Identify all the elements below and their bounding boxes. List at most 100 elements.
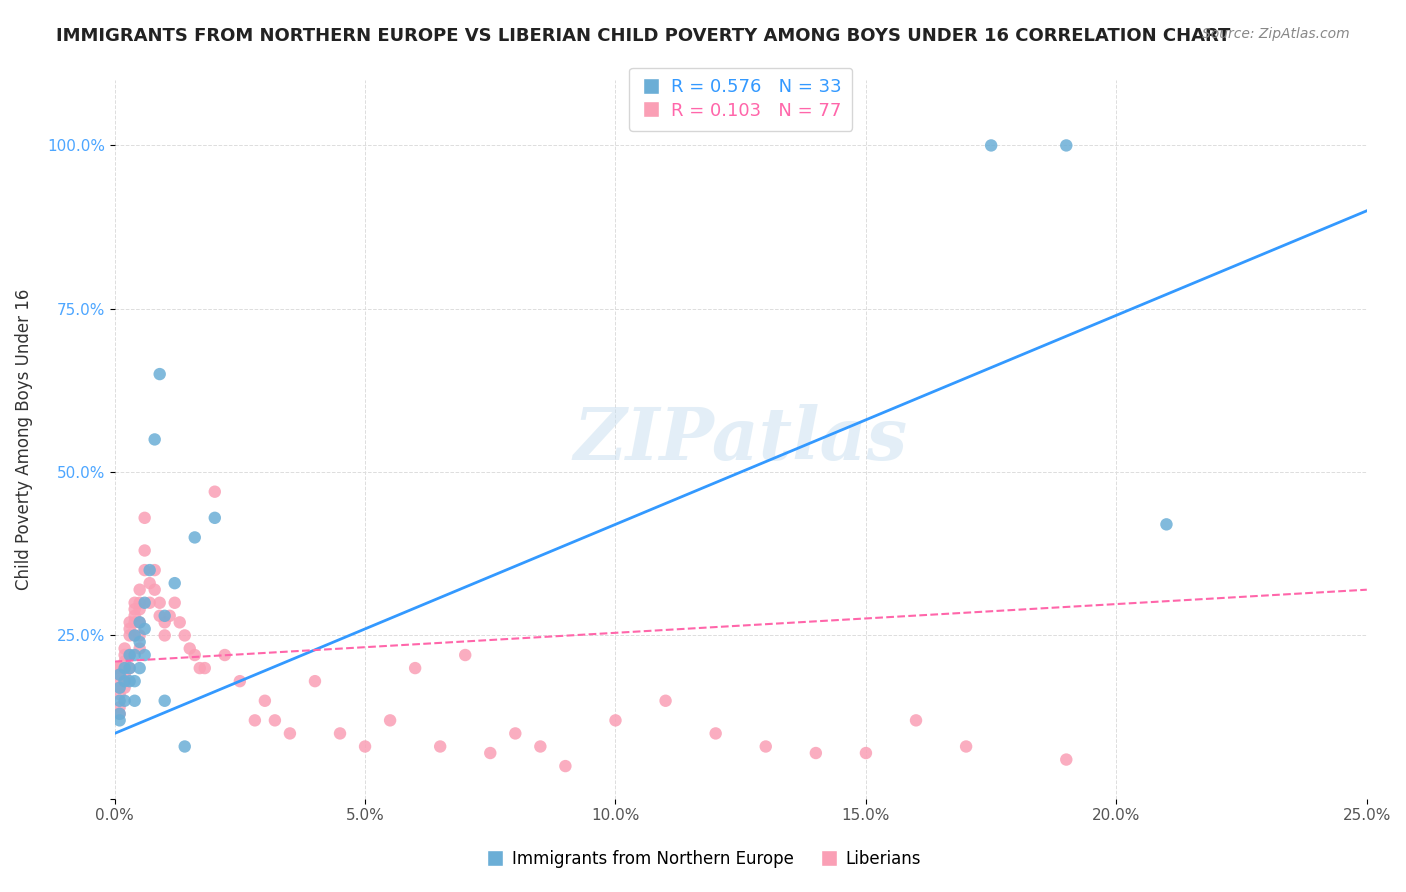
Point — [153, 628, 176, 642]
Point — [204, 484, 226, 499]
Point — [243, 714, 266, 728]
Point — [229, 674, 252, 689]
Point — [124, 628, 146, 642]
Point — [955, 739, 977, 754]
Text: IMMIGRANTS FROM NORTHERN EUROPE VS LIBERIAN CHILD POVERTY AMONG BOYS UNDER 16 CO: IMMIGRANTS FROM NORTHERN EUROPE VS LIBER… — [56, 27, 1230, 45]
Point — [114, 674, 136, 689]
Point — [128, 582, 150, 597]
Point — [118, 648, 141, 662]
Point — [114, 641, 136, 656]
Text: ZIPatlas: ZIPatlas — [574, 404, 908, 475]
Text: Source: ZipAtlas.com: Source: ZipAtlas.com — [1202, 27, 1350, 41]
Point — [214, 648, 236, 662]
Point — [278, 726, 301, 740]
Point — [163, 576, 186, 591]
Point — [108, 694, 131, 708]
Point — [118, 622, 141, 636]
Point — [905, 714, 928, 728]
Point — [124, 674, 146, 689]
Point — [153, 694, 176, 708]
Point — [1054, 138, 1077, 153]
Point — [855, 746, 877, 760]
Point — [108, 674, 131, 689]
Point — [378, 714, 401, 728]
Point — [134, 543, 156, 558]
Point — [114, 661, 136, 675]
Point — [108, 667, 131, 681]
Point — [184, 648, 207, 662]
Point — [108, 714, 131, 728]
Point — [304, 674, 326, 689]
Point — [118, 628, 141, 642]
Point — [124, 648, 146, 662]
Point — [124, 628, 146, 642]
Point — [264, 714, 287, 728]
Point — [479, 746, 502, 760]
Point — [804, 746, 827, 760]
Point — [118, 661, 141, 675]
Point — [134, 511, 156, 525]
Point — [124, 694, 146, 708]
Legend: R = 0.576   N = 33, R = 0.103   N = 77: R = 0.576 N = 33, R = 0.103 N = 77 — [630, 68, 852, 130]
Point — [114, 667, 136, 681]
Point — [163, 596, 186, 610]
Point — [505, 726, 527, 740]
Point — [153, 615, 176, 630]
Point — [124, 602, 146, 616]
Point — [134, 563, 156, 577]
Point — [704, 726, 727, 740]
Point — [654, 694, 676, 708]
Point — [980, 138, 1002, 153]
Point — [118, 674, 141, 689]
Point — [108, 661, 131, 675]
Point — [169, 615, 191, 630]
Point — [329, 726, 352, 740]
Point — [118, 648, 141, 662]
Point — [128, 615, 150, 630]
Point — [554, 759, 576, 773]
Point — [128, 661, 150, 675]
Point — [159, 608, 181, 623]
Point — [118, 661, 141, 675]
Point — [153, 608, 176, 623]
Point — [128, 602, 150, 616]
Point — [114, 681, 136, 695]
Point — [128, 635, 150, 649]
Point — [108, 681, 131, 695]
Point — [128, 615, 150, 630]
Point — [108, 706, 131, 721]
Point — [138, 576, 160, 591]
Point — [173, 739, 195, 754]
Point — [128, 628, 150, 642]
Point — [138, 563, 160, 577]
Point — [149, 367, 172, 381]
Point — [149, 596, 172, 610]
Point — [143, 433, 166, 447]
Legend: Immigrants from Northern Europe, Liberians: Immigrants from Northern Europe, Liberia… — [478, 844, 928, 875]
Point — [354, 739, 377, 754]
Point — [204, 511, 226, 525]
Point — [108, 687, 131, 701]
Point — [128, 596, 150, 610]
Point — [529, 739, 551, 754]
Point — [454, 648, 477, 662]
Point — [253, 694, 276, 708]
Point — [138, 596, 160, 610]
Point — [114, 661, 136, 675]
Point — [755, 739, 778, 754]
Point — [143, 582, 166, 597]
Point — [124, 608, 146, 623]
Point — [179, 641, 201, 656]
Point — [124, 615, 146, 630]
Point — [108, 700, 131, 714]
Point — [114, 655, 136, 669]
Point — [429, 739, 451, 754]
Point — [149, 608, 172, 623]
Point — [114, 694, 136, 708]
Point — [128, 641, 150, 656]
Point — [114, 648, 136, 662]
Point — [1156, 517, 1178, 532]
Point — [605, 714, 627, 728]
Point — [108, 681, 131, 695]
Point — [124, 596, 146, 610]
